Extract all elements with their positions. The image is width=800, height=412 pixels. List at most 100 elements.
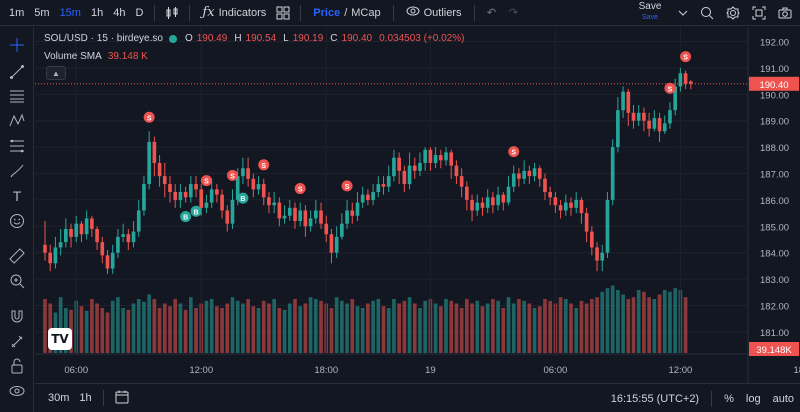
crosshair-icon[interactable] [6, 34, 28, 56]
signal-letter: S [668, 86, 673, 93]
sell-signal-marker[interactable] [664, 82, 676, 94]
candle-body [428, 149, 433, 163]
camera-icon[interactable] [774, 2, 796, 24]
candle-body [157, 162, 162, 177]
volume-bar [293, 299, 297, 353]
sell-signal-marker[interactable] [258, 159, 270, 171]
price-tick-label: 184.00 [760, 249, 789, 260]
quick-search-icon[interactable] [696, 2, 718, 24]
log-toggle[interactable]: log [745, 392, 761, 405]
bottom-bar: 30m 1h 16:15:55 (UTC+2) % log auto [35, 383, 800, 412]
sell-signal-marker[interactable] [226, 169, 238, 181]
volume-bar [95, 303, 99, 353]
timeframe-4h[interactable]: 4h [113, 6, 126, 19]
lock-icon[interactable] [6, 355, 28, 377]
candle-body [605, 199, 610, 253]
sell-signal-marker[interactable] [143, 111, 155, 123]
price-option[interactable]: Price [313, 6, 341, 19]
volume-bar [652, 299, 657, 353]
percent-toggle[interactable]: % [724, 392, 734, 405]
chevron-up-icon: ▲ [52, 68, 60, 78]
divider [154, 4, 156, 21]
price-chart[interactable]: 192.00 191.00 190.00 189.00 188.00 187.00 186.… [35, 27, 800, 383]
buy-signal-marker[interactable] [190, 205, 202, 217]
fullscreen-icon[interactable] [748, 2, 770, 24]
auto-toggle[interactable]: auto [772, 392, 794, 405]
range-1h[interactable]: 1h [79, 392, 92, 404]
horizontal-lines-icon[interactable] [6, 85, 28, 107]
sell-signal-marker[interactable] [508, 146, 520, 158]
candle-body [475, 202, 480, 211]
mcap-option[interactable]: MCap [351, 6, 381, 19]
symbol-legend: SOL/USD · 15 · birdeye.so O 190.49 H 190.5… [44, 33, 467, 44]
zoom-in-icon[interactable] [6, 270, 28, 292]
timeframe-1m[interactable]: 1m [9, 6, 25, 19]
candle-body [491, 197, 495, 206]
candle-body [43, 244, 47, 253]
time-tick-label: 19 [425, 365, 436, 376]
volume-bar [43, 299, 47, 353]
timeframe-5m[interactable]: 5m [34, 6, 50, 19]
price-mcap-toggle[interactable]: Price / MCap [307, 0, 386, 26]
goto-date-icon[interactable] [110, 390, 134, 407]
timeframe-d[interactable]: D [135, 6, 144, 19]
collapse-legend-button[interactable]: ▲ [46, 66, 66, 80]
volume-bar [511, 303, 516, 353]
layout-grid-icon[interactable] [272, 2, 294, 24]
visibility-icon[interactable] [6, 380, 28, 402]
save-button[interactable]: Save Save [636, 1, 664, 23]
candle-body [189, 184, 193, 198]
pattern-icon[interactable] [6, 110, 28, 132]
candle-body [647, 120, 651, 129]
sell-signal-marker[interactable] [200, 175, 212, 187]
text-icon[interactable]: T [12, 188, 22, 204]
timeframe-1h[interactable]: 1h [90, 6, 104, 19]
candle-body [235, 176, 240, 200]
sell-signal-marker[interactable] [680, 51, 692, 63]
buy-signal-marker[interactable] [180, 211, 192, 223]
last-price-label: 190.40 [759, 80, 788, 91]
candle-body [610, 147, 615, 200]
tradingview-logo[interactable]: TV [48, 328, 72, 350]
candle-body [183, 192, 188, 198]
candle-body [407, 165, 412, 185]
volume-bar [522, 300, 526, 353]
outliers-button[interactable]: Outliers [400, 0, 468, 26]
volume-bar [647, 297, 651, 353]
volume-bar [313, 299, 318, 353]
trend-line-icon[interactable] [6, 61, 28, 83]
volume-bar [277, 308, 282, 353]
brush-icon[interactable] [6, 160, 28, 182]
candle-body [418, 162, 422, 171]
magnet-icon[interactable] [6, 305, 28, 327]
clock[interactable]: 16:15:55 (UTC+2) [610, 392, 700, 405]
emoji-icon[interactable] [6, 210, 28, 232]
range-30m[interactable]: 30m [48, 392, 70, 404]
sell-signal-marker[interactable] [294, 183, 306, 195]
signal-letter: S [345, 184, 350, 191]
candle-body [454, 165, 459, 177]
candle-body [402, 170, 407, 185]
candle-type-icon[interactable] [161, 2, 183, 24]
time-tick-label: 12:00 [668, 365, 692, 376]
candle-body [319, 210, 323, 224]
chevron-down-icon[interactable] [672, 2, 694, 24]
volume-bar [162, 303, 167, 353]
redo-icon[interactable]: ↷ [508, 7, 519, 19]
candle-body [537, 168, 542, 179]
volume-bar [657, 294, 662, 353]
timeframe-15m[interactable]: 15m [59, 6, 81, 19]
gear-icon[interactable] [722, 2, 744, 24]
sell-signal-marker[interactable] [341, 180, 353, 192]
fib-icon[interactable] [6, 135, 28, 157]
volume-bar [506, 297, 511, 353]
stay-in-drawing-icon[interactable] [6, 330, 28, 352]
volume-bar [605, 288, 610, 353]
candle-body [496, 194, 500, 206]
candle-body [412, 165, 417, 171]
volume-bar [433, 303, 438, 353]
buy-signal-marker[interactable] [237, 192, 249, 204]
indicators-button[interactable]: ƒx Indicators [196, 0, 272, 26]
undo-icon[interactable]: ↶ [486, 7, 497, 19]
ruler-icon[interactable] [6, 245, 28, 267]
